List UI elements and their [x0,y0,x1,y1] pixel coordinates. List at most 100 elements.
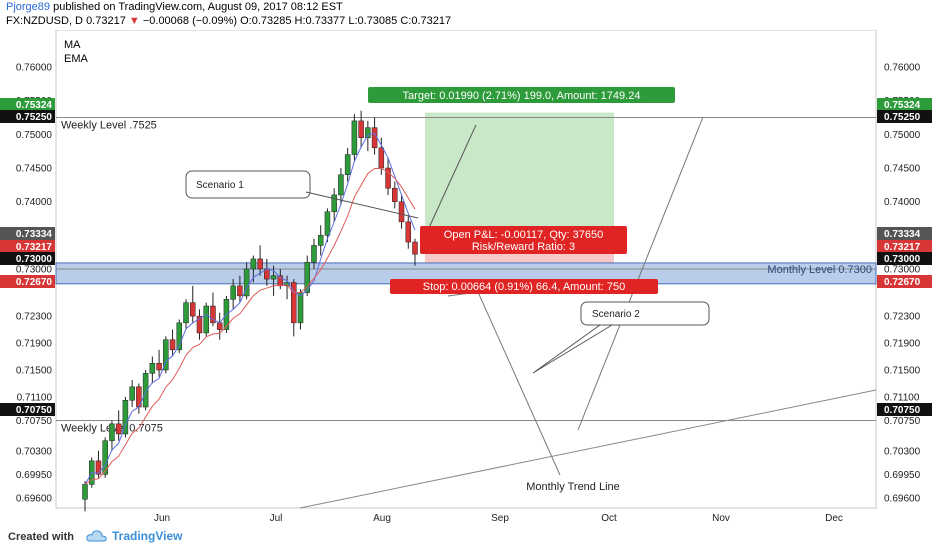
candle-body [183,302,189,324]
level-label: Monthly Level 0.7300 [767,264,872,276]
y-tick-left: 0.71100 [17,392,53,403]
scenario2-box[interactable] [580,301,710,326]
symbol-label: FX:NZDUSD, D [6,15,83,27]
candle-body [378,147,385,169]
candle-body [129,386,135,401]
price-tag-left [0,110,55,123]
author-link[interactable]: Pjorge89 [6,1,51,13]
candle-body [216,322,223,330]
publish-line: Pjorge89 published on TradingView.com, A… [6,1,343,13]
price-tag-left-label: 0.73000 [16,254,53,265]
y-tick-left: 0.71500 [16,365,53,376]
candle-body [115,423,122,435]
arrow-up-line [424,124,477,237]
price-tag-left-label: 0.73334 [16,229,53,240]
target-zone [425,112,614,247]
candle-body [304,262,310,293]
y-tick-right: 0.71500 [884,365,921,376]
y-tick-left: 0.69950 [16,470,53,481]
y-tick-right: 0.73000 [884,265,921,276]
candle-body [176,322,183,351]
tradingview-logo[interactable]: TradingView [86,529,182,543]
ma-indicator-label[interactable]: MA [64,39,81,51]
tradingview-brand: TradingView [112,529,183,543]
footer: Created with TradingView [0,525,932,550]
stop-label-box[interactable] [390,279,658,294]
ema-indicator-label[interactable]: EMA [64,53,89,65]
scenario1-pointer [305,191,419,219]
candle-body [149,363,156,374]
pnl-label-box[interactable] [420,226,627,254]
scenario2-label: Scenario 2 [592,309,640,320]
candle-body [351,120,358,155]
price-tag-right [877,227,932,240]
candle-body [405,221,412,243]
symbol-line: FX:NZDUSD, D 0.73217 ▼ −0.00068 (−0.09%)… [6,15,451,27]
y-tick-right: 0.76000 [884,63,921,74]
candle-body [196,315,203,334]
y-tick-left: 0.70300 [16,446,53,457]
candle-body [324,211,331,236]
scenario2-up-line [577,116,704,431]
rr-label: Risk/Reward Ratio: 3 [472,241,575,253]
price-tag-left [0,403,55,416]
price-tag-left [0,252,55,265]
candle-body [95,460,102,475]
level-label: Weekly Level .7525 [61,120,157,132]
monthly-trend-line[interactable] [299,389,877,509]
candle-body [392,187,398,202]
candle-body [371,127,378,149]
candle-body [412,241,418,255]
candle-body [82,484,88,500]
y-tick-right: 0.70750 [884,416,921,427]
price-tag-left [0,240,55,253]
candle-body [257,258,263,270]
scenario2-pointer [532,324,613,374]
y-tick-left: 0.76000 [16,63,53,74]
candle-body [297,292,304,324]
price-chart[interactable]: MA EMA Weekly Level .7525 Monthly Level 0… [0,30,932,525]
scenario1-box[interactable] [185,170,311,199]
y-tick-right: 0.69950 [884,470,921,481]
price-tag-left-label: 0.72670 [16,277,53,288]
candle-body [317,235,324,246]
candle-body [163,339,169,371]
price-tag-left-label: 0.73217 [16,242,53,253]
chart-header: Pjorge89 published on TradingView.com, A… [4,0,928,30]
y-tick-right: 0.71900 [884,339,921,350]
ema-line [84,167,416,485]
last-price: 0.73217 [86,15,126,27]
price-tag-left-label: 0.70750 [16,405,53,416]
price-tag-left [0,227,55,240]
x-tick-label: Sep [491,513,509,524]
candle-body [210,305,216,324]
trend-line-label: Monthly Trend Line [526,481,620,493]
chart-area[interactable]: MA EMA Weekly Level .7525 Monthly Level 0… [0,30,932,525]
candle-body [142,373,149,408]
candle-body [122,400,129,435]
candle-body [203,305,209,334]
candle-body [398,201,405,223]
stop-label: Stop: 0.00664 (0.91%) 66.4, Amount: 750 [423,281,625,293]
price-tag-right [877,275,932,288]
y-tick-right: 0.70300 [884,446,921,457]
candle-body [190,302,196,317]
cloud-icon [86,530,107,542]
y-tick-left: 0.71900 [16,339,53,350]
price-tag-left-label: 0.75324 [16,100,53,111]
y-tick-left: 0.70750 [16,416,53,427]
candle-body [270,275,277,280]
y-tick-left: 0.73000 [16,265,53,276]
x-tick-label: Aug [373,513,391,524]
y-tick-right: 0.74000 [884,197,921,208]
price-tag-right-label: 0.75250 [884,112,921,123]
y-tick-left: 0.72300 [16,312,53,323]
price-tag-right-label: 0.73000 [884,254,921,265]
candle-body [344,154,351,175]
price-tag-right-label: 0.73217 [884,242,921,253]
target-label-box[interactable] [368,87,675,103]
y-tick-right: 0.71100 [884,392,920,403]
price-tag-right-label: 0.70750 [884,405,921,416]
x-tick-label: Jun [154,513,170,524]
x-tick-label: Jul [270,513,283,524]
